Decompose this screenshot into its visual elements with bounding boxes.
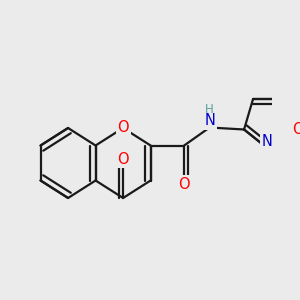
Text: H: H: [205, 103, 214, 116]
Text: O: O: [117, 152, 129, 166]
Text: N: N: [204, 113, 215, 128]
Text: O: O: [178, 177, 190, 192]
Text: O: O: [292, 122, 300, 137]
Text: N: N: [262, 134, 273, 149]
Text: O: O: [117, 121, 129, 136]
